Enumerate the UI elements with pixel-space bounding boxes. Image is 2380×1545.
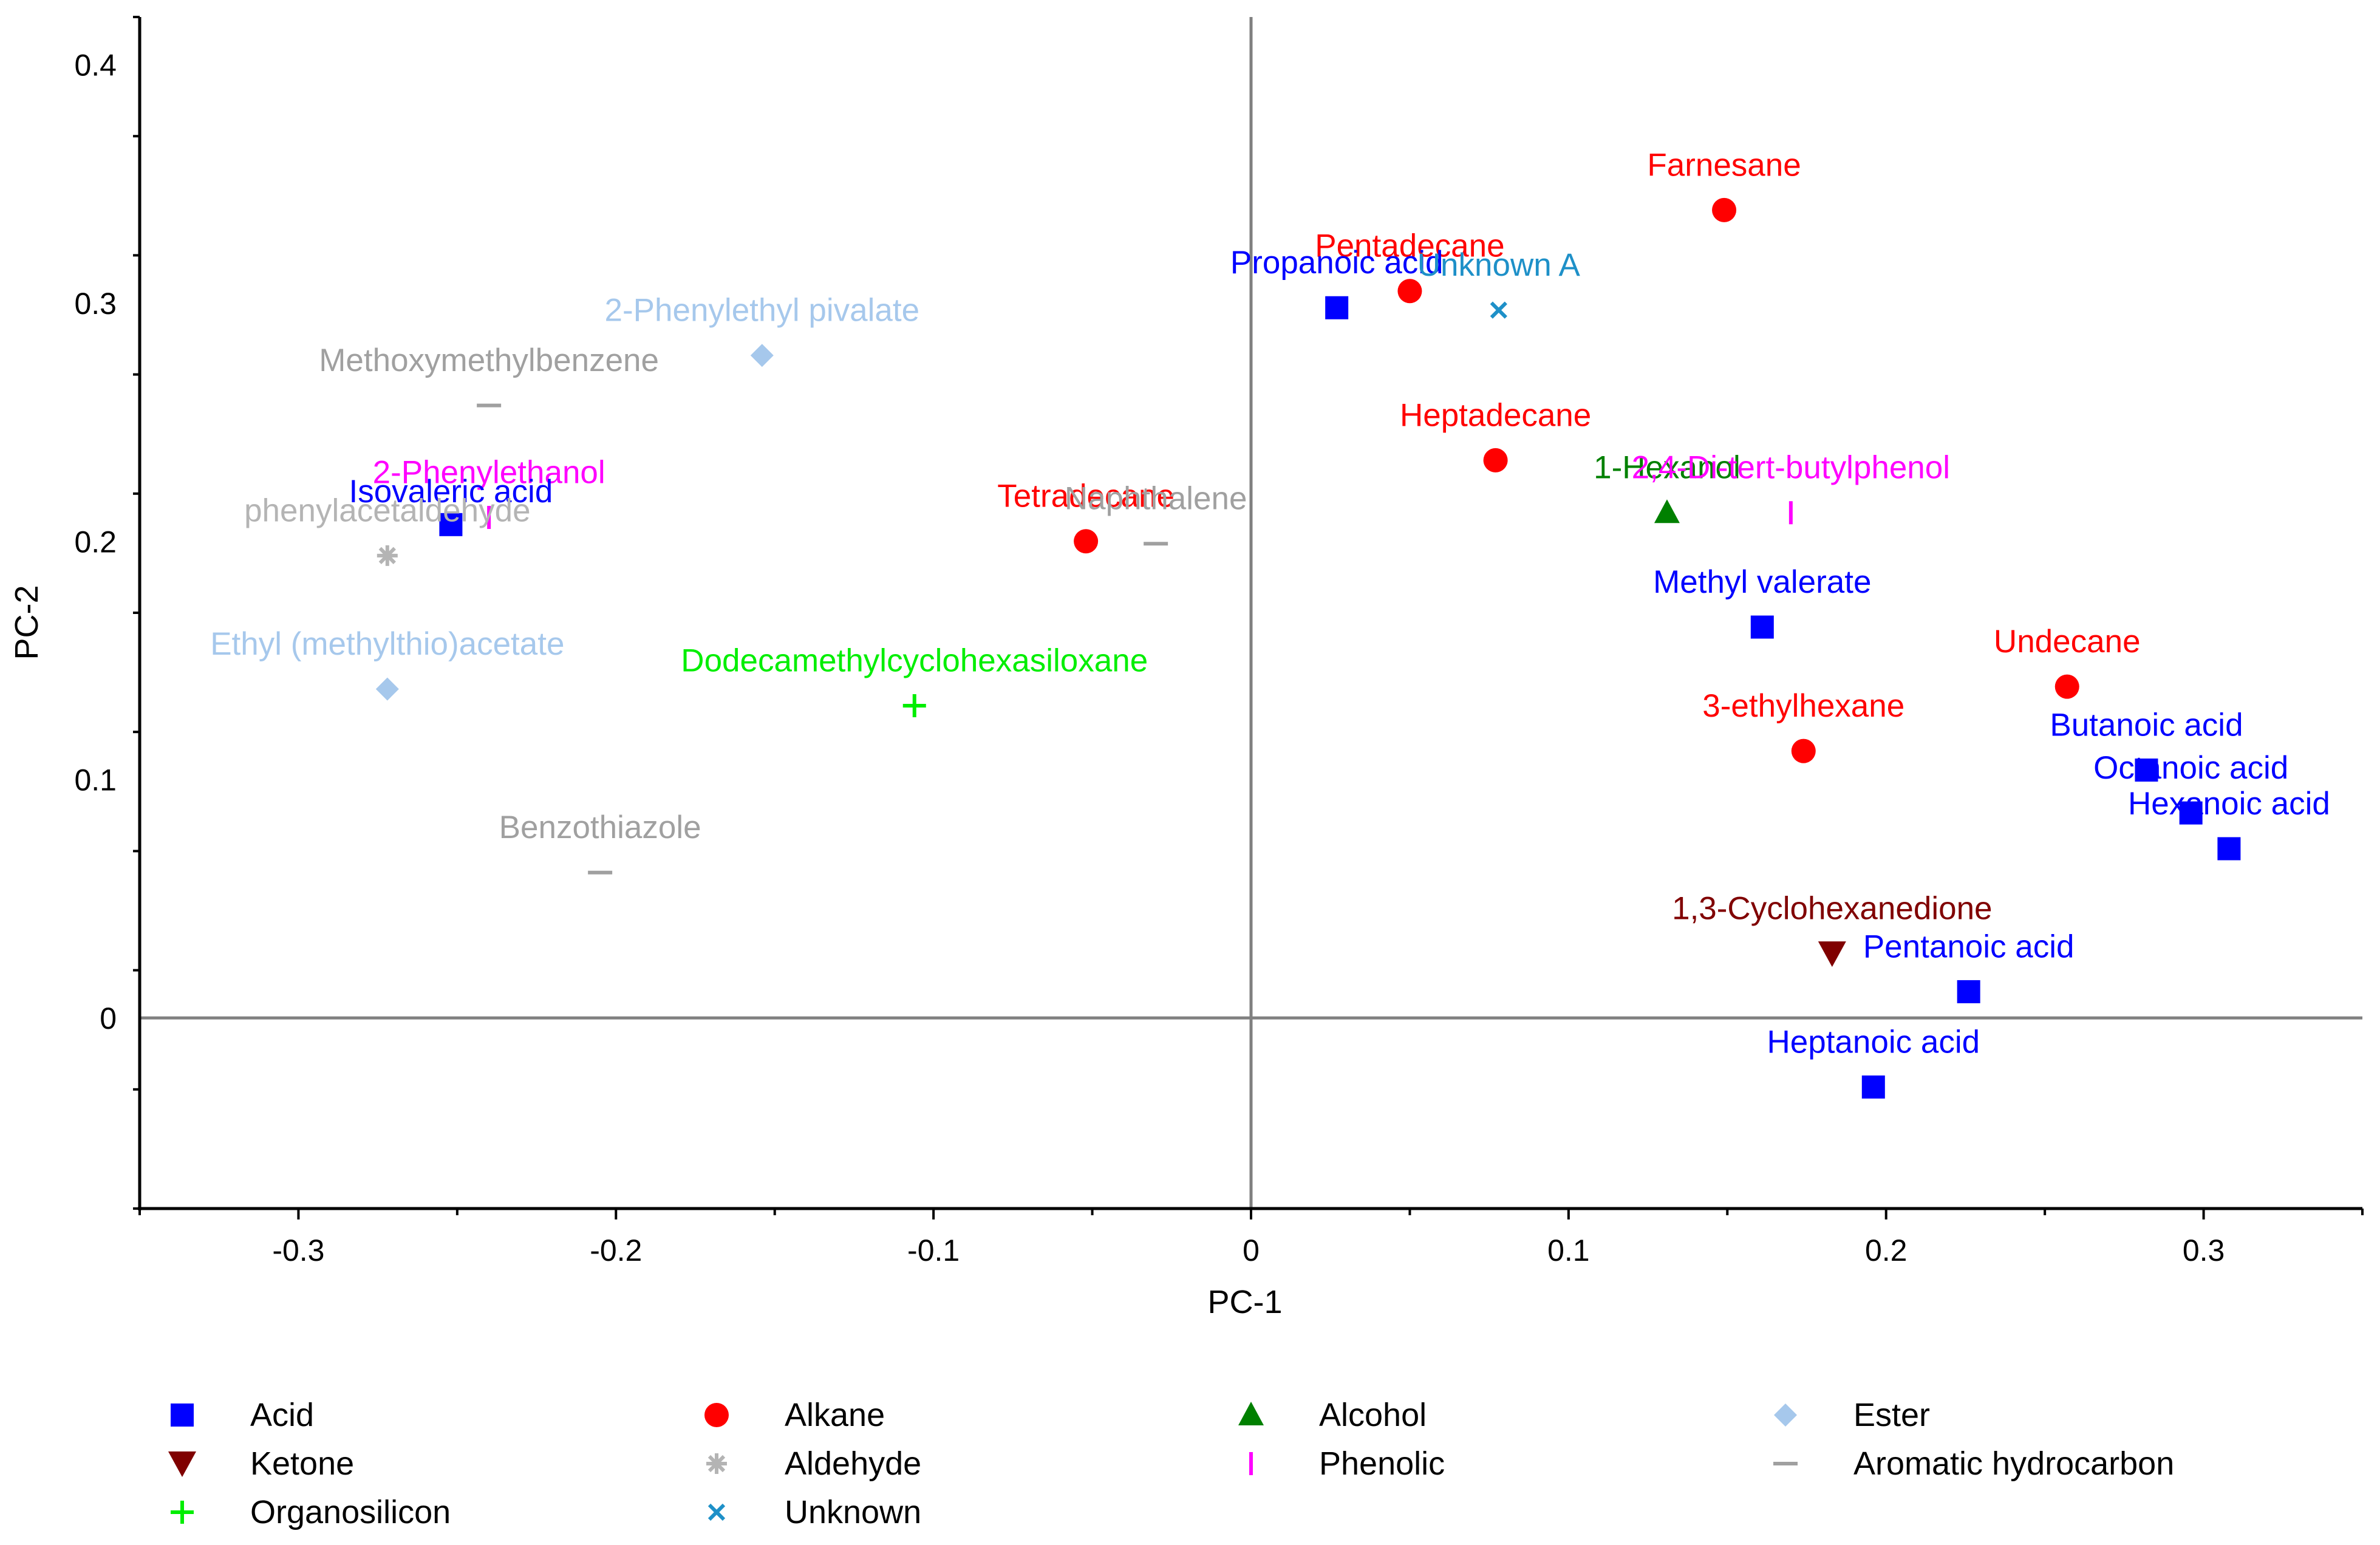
point-label: Unknown A [1417,247,1581,283]
point-label: 1,3-Cyclohexanedione [1672,891,1992,927]
data-point-ester [375,677,399,701]
legend-item-unknown: Unknown [708,1494,921,1530]
y-tick-label: 0.3 [74,287,117,321]
x-axis-label: PC-1 [1207,1284,1282,1320]
y-tick-label: 0.1 [74,763,117,797]
legend-marker-aldehyde [706,1453,727,1474]
y-axis-label: PC-2 [9,585,45,660]
x-tick-label: -0.2 [590,1233,642,1267]
data-point-alkane [1397,279,1422,304]
point-label: 1-Hexanol [1594,450,1741,486]
legend: Acid Alkane Alcohol Ester Ketone Aldehyde Phen… [168,1397,2174,1530]
x-tick-label: 0.2 [1865,1233,1908,1267]
data-point-acid [1750,615,1774,639]
legend-label: Aldehyde [785,1445,921,1482]
legend-marker-alcohol [1238,1402,1264,1425]
legend-marker-acid [171,1403,194,1427]
x-tick-label: 0.3 [2183,1233,2225,1267]
x-tick-label: 0.1 [1547,1233,1590,1267]
point-label: phenylacetaldehyde [244,493,531,528]
point-label: Butanoic acid [2050,707,2243,743]
data-point-acid [2179,801,2203,825]
data-point-acid [1325,296,1349,319]
legend-item-acid: Acid [171,1397,314,1433]
data-point-ketone [1818,941,1846,967]
point-label: Benzothiazole [499,810,701,845]
legend-label: Phenolic [1319,1445,1445,1482]
point-label: Octanoic acid [2093,750,2288,786]
point-label: Ethyl (methylthio)acetate [210,626,564,662]
x-tick-label: 0 [1243,1233,1260,1267]
x-tick-label: -0.3 [272,1233,324,1267]
data-point-alkane [1074,529,1099,554]
legend-label: Alkane [785,1397,885,1433]
x-tick-label: -0.1 [907,1233,960,1267]
data-point-alkane [2054,674,2079,699]
legend-label: Aromatic hydrocarbon [1853,1445,2174,1482]
point-label: Hexanoic acid [2128,786,2330,822]
y-tick-label: 0.2 [74,525,117,559]
point-label: 2-Phenylethyl pivalate [605,293,920,329]
legend-marker-alkane [704,1403,729,1427]
point-label: Methyl valerate [1653,564,1871,600]
point-label: 2-Phenylethanol [373,454,605,490]
legend-marker-unknown [708,1503,726,1521]
data-point-organosilicon [902,694,926,718]
legend-label: Acid [250,1397,314,1433]
legend-label: Organosilicon [250,1494,451,1530]
y-tick-label: 0.4 [74,48,117,82]
legend-label: Unknown [785,1494,921,1530]
legend-item-aromatic: Aromatic hydrocarbon [1773,1445,2174,1482]
point-label: Propanoic acid [1230,245,1444,281]
legend-marker-ester [1774,1403,1797,1427]
data-point-alkane [1791,738,1816,763]
zero-lines [140,17,2362,1209]
legend-marker-ketone [168,1451,196,1477]
point-label: Heptanoic acid [1767,1024,1980,1060]
data-point-ester [750,344,774,367]
point-label: Pentanoic acid [1863,929,2075,964]
point-label: Pentadecane [1315,228,1504,264]
data-point-acid [2217,837,2241,861]
point-label: 3-ethylhexane [1702,688,1904,724]
point-label: 2,4-Di-tert-butylphenol [1632,450,1950,486]
data-point-unknown [1490,301,1507,319]
data-points [375,197,2241,1099]
legend-item-ketone: Ketone [168,1445,354,1482]
data-point-acid [1957,980,1980,1003]
point-label: Farnesane [1647,147,1801,183]
point-label: Heptadecane [1400,397,1591,433]
data-point-acid [2135,758,2158,782]
legend-item-alcohol: Alcohol [1238,1397,1427,1433]
data-point-acid [439,513,463,536]
legend-item-organosilicon: Organosilicon [171,1494,451,1530]
legend-label: Alcohol [1319,1397,1427,1433]
data-point-alkane [1483,448,1508,472]
data-point-acid [1861,1075,1885,1099]
tick-labels: -0.3 -0.2 -0.1 0 0.1 0.2 0.3 0 0.1 0.2 0.3 0.4 [74,48,2225,1267]
point-label: Dodecamethylcyclohexasiloxane [681,643,1148,678]
point-label: Naphthalene [1065,481,1247,517]
point-label: Methoxymethylbenzene [319,343,659,378]
point-label: Isovaleric acid [349,474,553,510]
y-tick-label: 0 [100,1001,117,1035]
legend-item-alkane: Alkane [704,1397,885,1433]
point-label: Tetradecane [997,479,1175,514]
legend-item-phenolic: Phenolic [1249,1445,1445,1482]
data-point-aldehyde [377,545,398,566]
legend-marker-organosilicon [171,1501,194,1524]
axis-ticks [133,16,2364,1219]
legend-item-aldehyde: Aldehyde [706,1445,921,1482]
legend-item-ester: Ester [1774,1397,1930,1433]
legend-label: Ketone [250,1445,354,1482]
data-point-alkane [1712,197,1737,222]
point-label: Undecane [1994,624,2141,660]
data-point-alcohol [1654,499,1680,524]
legend-label: Ester [1853,1397,1930,1433]
